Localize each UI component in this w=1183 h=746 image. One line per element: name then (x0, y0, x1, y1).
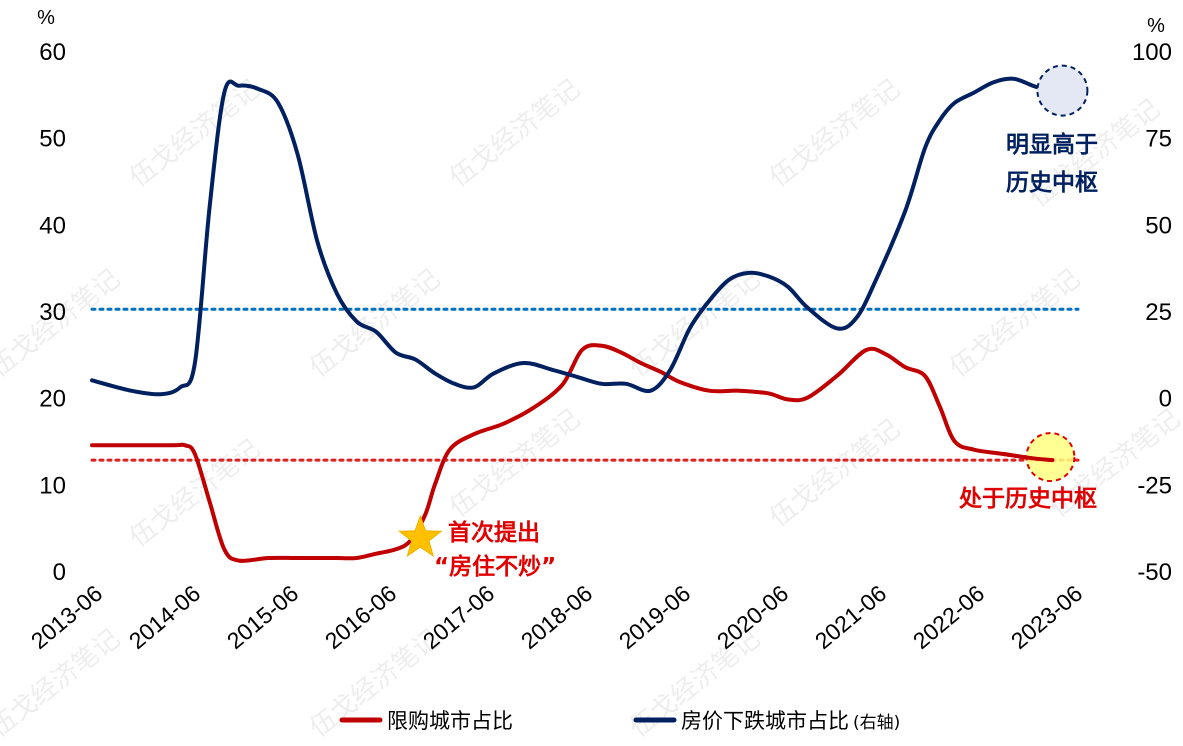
annotation-0-line-0: 明显高于 (1006, 131, 1098, 158)
reference-lines (90, 307, 1080, 462)
right-tick-4: 50 (1145, 212, 1172, 239)
x-tick-6: 2019-06 (614, 580, 695, 654)
x-tick-3: 2016-06 (320, 580, 401, 654)
right-axis-unit: % (1147, 15, 1165, 37)
annotation-2-line-0: 首次提出 (448, 519, 540, 546)
watermark-text: 伍戈经济笔记 (764, 414, 905, 534)
x-tick-2: 2015-06 (222, 580, 303, 654)
x-tick-9: 2022-06 (908, 580, 989, 654)
left-tick-2: 20 (39, 386, 66, 413)
annotation-2-line-1: “房住不炒” (434, 553, 556, 580)
watermark-text: 伍戈经济笔记 (944, 264, 1085, 384)
highlight-circle-blue (1036, 64, 1089, 117)
right-tick-0: -50 (1137, 559, 1172, 586)
series-layer (90, 76, 1055, 563)
watermark-text: 伍戈经济笔记 (124, 74, 265, 194)
left-tick-5: 50 (39, 126, 66, 153)
legend: 限购城市占比 房价下跌城市占比 (右轴) (339, 709, 900, 733)
left-tick-6: 60 (39, 39, 66, 66)
right-tick-6: 100 (1132, 39, 1172, 66)
x-tick-1: 2014-06 (124, 580, 205, 654)
left-axis: % 0 10 20 30 40 50 60 (37, 7, 66, 586)
watermark-text: 伍戈经济笔记 (764, 74, 905, 194)
annotation-1-line-0: 处于历史中枢 (958, 486, 1097, 512)
legend-label-0: 限购城市占比 (387, 709, 513, 733)
series-line-0 (90, 343, 1055, 563)
left-tick-3: 30 (39, 299, 66, 326)
left-tick-4: 40 (39, 212, 66, 239)
right-axis: % -50 -25 0 25 50 75 100 (1132, 15, 1172, 586)
x-tick-8: 2021-06 (810, 580, 891, 654)
x-tick-4: 2017-06 (418, 580, 499, 654)
left-tick-1: 10 (39, 472, 66, 499)
watermark-text: 伍戈经济笔记 (444, 74, 585, 194)
x-axis: 2013-06 2014-06 2015-06 2016-06 2017-06 2018-… (26, 580, 1087, 654)
annotation-0-line-1: 历史中枢 (1006, 170, 1098, 196)
series-line-0-end (1001, 452, 1055, 463)
star-icon (397, 514, 443, 558)
left-tick-0: 0 (53, 559, 66, 586)
marker-layer (397, 64, 1089, 558)
watermark-text: 伍戈经济笔记 (444, 404, 585, 524)
legend-label-1: 房价下跌城市占比 (右轴) (681, 709, 900, 733)
right-tick-1: -25 (1137, 472, 1172, 499)
right-tick-5: 75 (1145, 126, 1172, 153)
watermark-text: 伍戈经济笔记 (0, 624, 126, 744)
left-axis-unit: % (37, 7, 55, 29)
right-tick-2: 0 (1159, 386, 1172, 413)
x-tick-10: 2023-06 (1006, 580, 1087, 654)
series-line-1 (90, 76, 1055, 397)
x-tick-5: 2018-06 (516, 580, 597, 654)
right-tick-3: 25 (1145, 299, 1172, 326)
